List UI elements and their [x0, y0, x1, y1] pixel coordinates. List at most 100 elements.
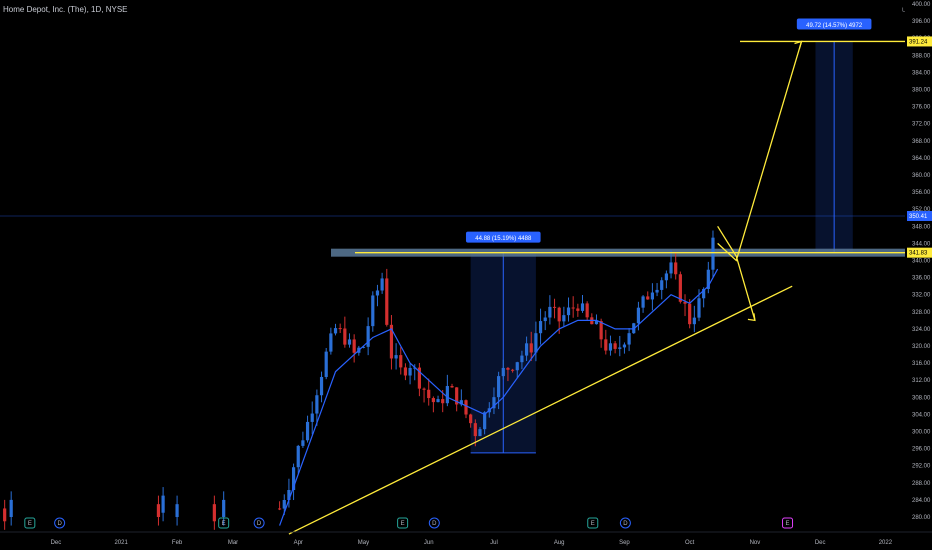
price-axis-bg	[905, 0, 932, 550]
candle-body	[483, 412, 487, 430]
candle-body	[441, 399, 445, 404]
dividend-marker-label: D	[623, 521, 628, 527]
y-tick-label: 308.00	[912, 395, 931, 401]
y-tick-label: 324.00	[912, 327, 931, 333]
candle-body	[622, 344, 627, 348]
candle-body	[431, 398, 435, 403]
x-tick-label: Jul	[490, 540, 498, 546]
candle-body	[674, 262, 678, 275]
candle-body	[576, 308, 580, 311]
x-tick-label: Nov	[750, 540, 761, 546]
candle-body	[459, 400, 463, 405]
candle-body	[445, 386, 449, 404]
candle-body	[347, 339, 352, 345]
candle-body	[585, 303, 589, 318]
dividend-marker	[619, 517, 631, 529]
candle-body	[497, 376, 501, 398]
candle-body	[156, 504, 161, 517]
candle-body	[403, 367, 408, 376]
candle-body	[711, 237, 715, 270]
candle-body	[338, 328, 342, 330]
candle-body	[501, 367, 505, 377]
candle-body	[552, 306, 557, 308]
earnings-marker-label: E	[786, 521, 790, 527]
dividend-marker	[428, 517, 440, 529]
candle-body	[408, 367, 412, 376]
y-tick-label: 288.00	[912, 481, 931, 487]
y-tick-label: 284.00	[912, 498, 931, 504]
candle-body	[520, 355, 524, 363]
y-tick-label: 348.00	[912, 224, 931, 230]
resistance-price-label: 341.83	[909, 251, 928, 257]
time-axis: Dec 2021 Feb Mar Apr May Jun Jul Aug Sep Oct Nov Dec…	[0, 531, 932, 546]
candle-body	[580, 303, 585, 311]
projection-down	[717, 225, 756, 321]
y-tick-label: 300.00	[912, 430, 931, 436]
candle-body	[543, 317, 547, 322]
y-tick-label: 356.00	[912, 190, 931, 196]
candle-body	[436, 399, 440, 403]
candle-body	[511, 369, 515, 371]
candle-body	[222, 499, 226, 517]
candle-body	[538, 321, 543, 334]
y-tick-label: 344.00	[912, 241, 931, 247]
y-tick-label: 400.00	[912, 2, 931, 8]
measure-2-label-bg	[796, 18, 872, 30]
earnings-marker	[587, 517, 599, 529]
projection-up-head	[794, 40, 803, 49]
candle-body	[450, 386, 454, 388]
candle-body	[702, 288, 706, 299]
y-tick-label: 336.00	[912, 276, 931, 282]
candle-body	[329, 333, 333, 352]
candle-body	[464, 400, 468, 415]
candle-body	[380, 278, 384, 291]
dividend-marker-label: D	[257, 521, 262, 527]
candle-body	[361, 346, 366, 348]
candle-body	[282, 500, 286, 509]
candle-body	[366, 326, 370, 347]
y-tick-label: 292.00	[912, 464, 931, 470]
earnings-marker	[218, 517, 230, 529]
candle-body	[371, 295, 375, 327]
x-tick-label: May	[358, 540, 369, 546]
candle-body	[305, 421, 310, 441]
moving-average-line	[279, 268, 719, 526]
earnings-marker-label: E	[591, 521, 595, 527]
candle-body	[287, 490, 291, 501]
x-tick-label: Oct	[685, 540, 695, 546]
candle-body	[333, 328, 338, 334]
dividend-marker-label: D	[432, 521, 437, 527]
y-tick-label: 384.00	[912, 70, 931, 76]
candle-body	[389, 324, 394, 359]
candle-body	[646, 296, 650, 300]
candle-body	[319, 376, 324, 396]
x-tick-label: Sep	[619, 540, 630, 546]
candle-body	[455, 387, 459, 405]
x-tick-label: Aug	[554, 540, 565, 546]
chart-title: Home Depot, Inc. (The), 1D, NYSE	[3, 5, 128, 14]
candle-body	[161, 495, 165, 513]
candle-body	[524, 343, 529, 356]
candle-body	[301, 440, 305, 446]
candle-body	[664, 273, 668, 281]
y-tick-label: 312.00	[912, 378, 931, 384]
x-tick-label: 2021	[114, 540, 128, 546]
candle-body	[706, 269, 710, 289]
current-price-label: 350.41	[909, 214, 928, 220]
measure-2-label: 49.72 (14.57%) 4972	[806, 23, 863, 29]
earnings-marker	[397, 517, 409, 529]
measure-1-label: 44.88 (15.19%) 4488	[475, 236, 532, 242]
candle-body	[557, 307, 561, 322]
candle-body	[529, 343, 533, 353]
candle-body	[473, 423, 477, 437]
y-tick-label: 376.00	[912, 105, 931, 111]
projection-down-head	[747, 313, 756, 322]
x-tick-label: Apr	[294, 540, 303, 546]
earnings-marker-label: E	[222, 521, 226, 527]
candle-body	[697, 298, 701, 318]
candle-body	[650, 292, 654, 300]
x-tick-label: Feb	[172, 540, 183, 546]
measure-1-label-bg	[465, 231, 541, 243]
target-price-label-bg	[907, 36, 932, 47]
